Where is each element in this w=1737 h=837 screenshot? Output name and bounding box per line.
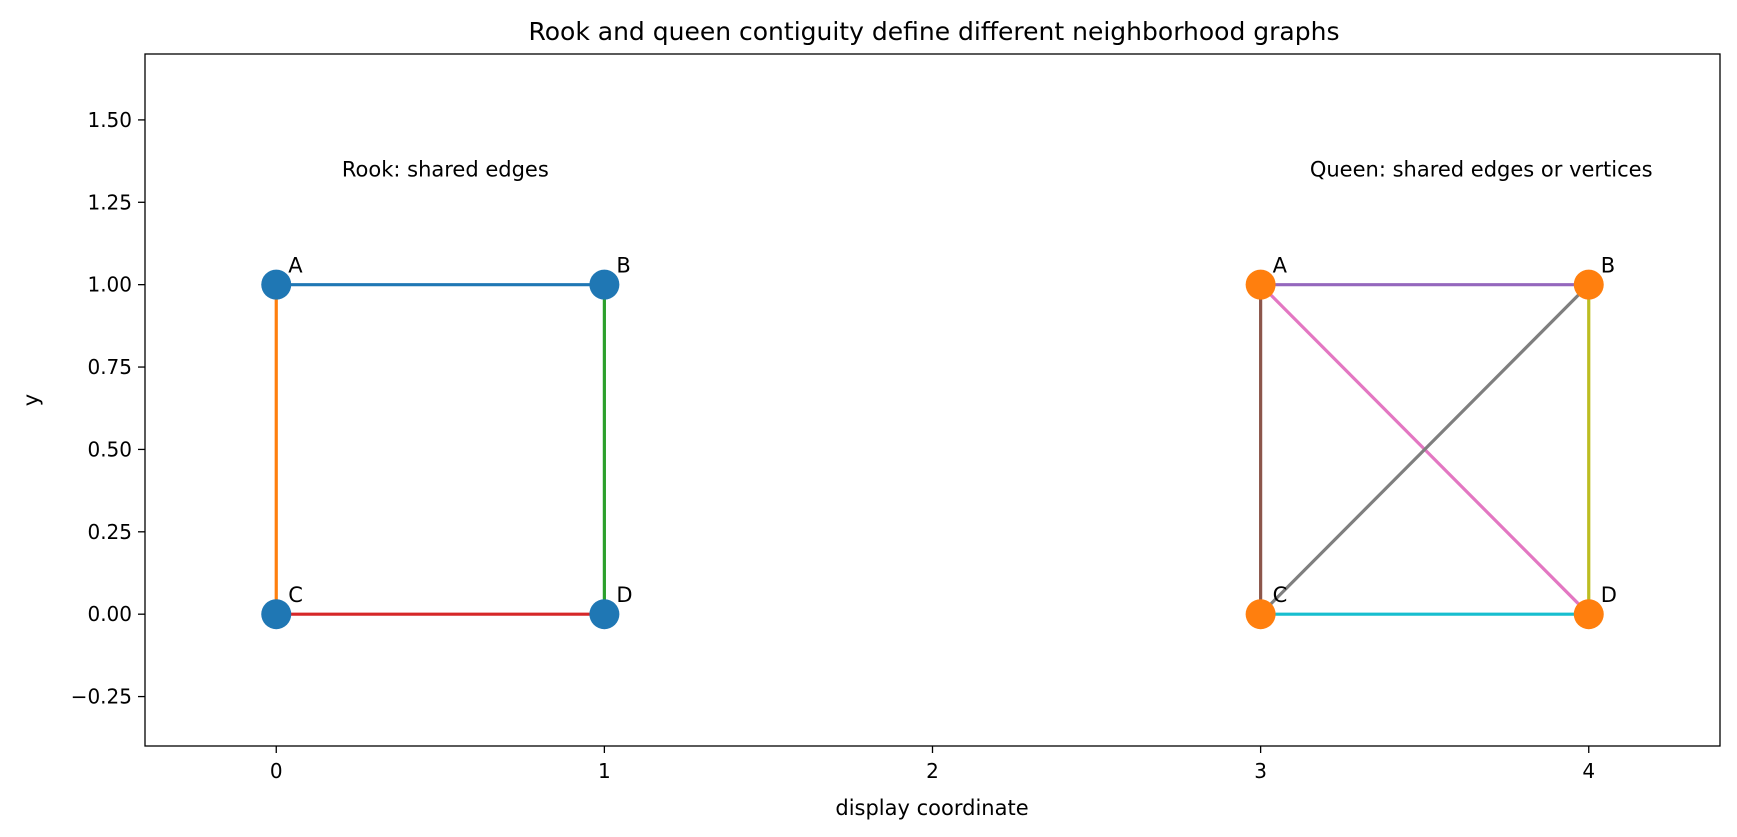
node-point-D <box>1573 599 1604 630</box>
x-tick-label: 3 <box>1254 759 1267 783</box>
node-point-A <box>261 269 292 300</box>
annotation-text: Rook: shared edges <box>342 157 549 181</box>
node-label-A: A <box>288 254 303 278</box>
edge-B-C <box>1259 283 1590 616</box>
y-axis-ticks: −0.25 0.00 0.25 0.50 0.75 1.00 1.25 1.50 <box>71 108 145 709</box>
node-point-D <box>589 599 620 630</box>
node-label-B: B <box>1601 254 1615 278</box>
edges-layer <box>274 283 1591 616</box>
y-tick-label: 1.00 <box>87 273 132 297</box>
y-tick-label: 1.50 <box>87 108 132 132</box>
y-tick-label: −0.25 <box>71 685 132 709</box>
node-point-A <box>1245 269 1276 300</box>
x-tick-label: 1 <box>598 759 611 783</box>
x-tick-label: 2 <box>926 759 939 783</box>
node-label-C: C <box>1273 583 1288 607</box>
y-tick-label: 1.25 <box>87 190 132 214</box>
node-label-D: D <box>616 583 632 607</box>
annotations-layer: Rook: shared edges Queen: shared edges or… <box>342 157 1653 181</box>
node-label-B: B <box>616 254 630 278</box>
y-tick-label: 0.25 <box>87 520 132 544</box>
y-tick-label: 0.50 <box>87 437 132 461</box>
x-axis-ticks: 0 1 2 3 4 <box>270 746 1595 783</box>
nodes-layer <box>261 269 1604 630</box>
node-point-C <box>261 599 292 630</box>
x-tick-label: 0 <box>270 759 283 783</box>
x-tick-label: 4 <box>1582 759 1595 783</box>
annotation-text: Queen: shared edges or vertices <box>1310 157 1653 181</box>
node-point-C <box>1245 599 1276 630</box>
node-labels-layer: A B C D A B C D <box>288 254 1617 608</box>
node-label-A: A <box>1273 254 1288 278</box>
y-axis-label: y <box>19 394 43 406</box>
node-label-C: C <box>288 583 303 607</box>
node-label-D: D <box>1601 583 1617 607</box>
chart-title: Rook and queen contiguity define differe… <box>529 17 1340 46</box>
y-tick-label: 0.00 <box>87 602 132 626</box>
x-axis-label: display coordinate <box>835 796 1028 820</box>
y-tick-label: 0.75 <box>87 355 132 379</box>
node-point-B <box>589 269 620 300</box>
node-point-B <box>1573 269 1604 300</box>
